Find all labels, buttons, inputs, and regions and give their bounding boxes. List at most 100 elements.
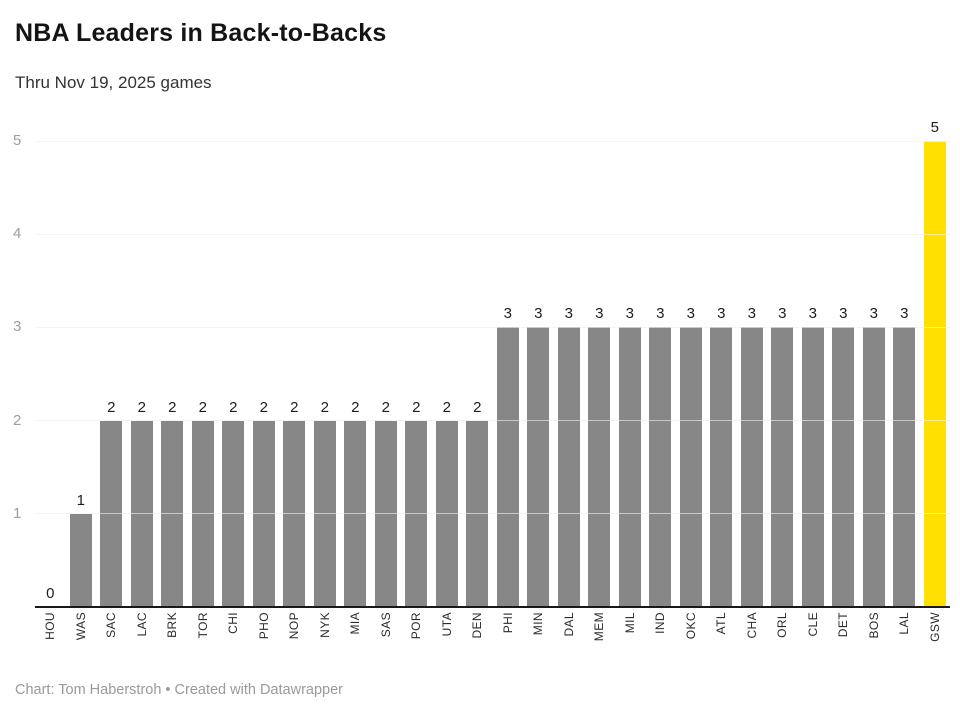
chart-bar-cha <box>740 327 763 607</box>
x-tick-nop: NOP <box>279 612 310 664</box>
bar-column-cha: 3 <box>737 141 768 607</box>
x-tick-uta: UTA <box>432 612 463 664</box>
bar-value-label: 2 <box>137 398 146 416</box>
plot-area: 0 1 2 2 2 2 2 2 2 2 2 2 2 2 2 3 3 3 3 3 3 3 3 3 3 3 3 3 3 5 <box>35 119 950 608</box>
x-tick-label: NYK <box>317 612 332 638</box>
y-tick-label: 3 <box>13 318 22 336</box>
bar-column-pho: 2 <box>249 141 280 607</box>
x-tick-por: POR <box>401 612 432 664</box>
bar-value-label: 2 <box>351 398 360 416</box>
chart-bar-lal <box>893 327 916 607</box>
x-tick-bos: BOS <box>859 612 890 664</box>
x-tick-label: BRK <box>165 612 180 638</box>
chart-subtitle: Thru Nov 19, 2025 games <box>15 73 212 92</box>
bar-column-hou: 0 <box>35 141 66 607</box>
chart-bar-orl <box>771 327 794 607</box>
x-tick-phi: PHI <box>493 612 524 664</box>
x-tick-label: DEN <box>470 612 485 639</box>
bar-column-tor: 2 <box>188 141 219 607</box>
bar-column-lac: 2 <box>127 141 158 607</box>
bar-column-min: 3 <box>523 141 554 607</box>
chart-bar-sac <box>100 420 123 607</box>
x-tick-chi: CHI <box>218 612 249 664</box>
bar-column-mil: 3 <box>615 141 646 607</box>
chart-bar-chi <box>222 420 245 607</box>
chart-bar-por <box>405 420 428 607</box>
bar-column-den: 2 <box>462 141 493 607</box>
bar-value-label: 0 <box>46 585 55 602</box>
x-tick-label: PHO <box>256 612 271 640</box>
x-tick-label: DET <box>836 612 851 638</box>
chart-credit: Chart: Tom Haberstroh • Created with Dat… <box>15 682 343 698</box>
chart-bar-was <box>69 513 92 607</box>
x-tick-label: BOS <box>866 612 881 639</box>
bar-column-sas: 2 <box>371 141 402 607</box>
chart-bar-gsw <box>923 141 946 607</box>
bar-column-orl: 3 <box>767 141 798 607</box>
x-tick-label: TOR <box>195 612 210 639</box>
x-axis-baseline <box>35 606 950 608</box>
bar-value-label: 3 <box>503 305 512 323</box>
bar-column-chi: 2 <box>218 141 249 607</box>
bar-value-label: 3 <box>595 305 604 323</box>
chart-bar-bos <box>862 327 885 607</box>
chart-bar-brk <box>161 420 184 607</box>
x-tick-sac: SAC <box>96 612 127 664</box>
x-tick-tor: TOR <box>188 612 219 664</box>
bar-value-label: 3 <box>656 305 665 323</box>
bar-value-label: 1 <box>76 491 85 509</box>
x-tick-label: LAC <box>134 612 149 637</box>
chart-bar-min <box>527 327 550 607</box>
bar-value-label: 3 <box>686 305 695 323</box>
x-tick-label: PHI <box>500 612 515 634</box>
x-tick-label: GSW <box>927 612 942 642</box>
bar-column-brk: 2 <box>157 141 188 607</box>
x-tick-label: CLE <box>805 612 820 637</box>
x-tick-sas: SAS <box>371 612 402 664</box>
y-tick-label: 5 <box>13 132 22 149</box>
bar-columns: 0 1 2 2 2 2 2 2 2 2 2 2 2 2 2 3 3 3 3 3 3 3 3 3 3 3 3 3 3 5 <box>35 119 950 607</box>
chart-bar-cle <box>801 327 824 607</box>
x-tick-was: WAS <box>66 612 97 664</box>
chart-bar-mem <box>588 327 611 607</box>
chart-bar-ind <box>649 327 672 607</box>
bar-value-label: 2 <box>290 398 299 416</box>
x-tick-det: DET <box>828 612 859 664</box>
x-tick-brk: BRK <box>157 612 188 664</box>
x-tick-label: HOU <box>43 612 58 640</box>
bar-value-label: 3 <box>778 305 787 323</box>
bar-value-label: 2 <box>107 398 116 416</box>
x-tick-label: UTA <box>439 612 454 637</box>
bar-value-label: 2 <box>229 398 238 416</box>
x-tick-label: WAS <box>73 612 88 641</box>
x-axis-labels: HOU WAS SAC LAC BRK TOR CHI PHO NOP NYK MIA SAS POR U… <box>35 612 950 664</box>
y-tick-label: 4 <box>13 225 22 243</box>
bar-value-label: 3 <box>869 305 878 323</box>
x-tick-label: MIN <box>531 612 546 636</box>
chart-bar-dal <box>557 327 580 607</box>
chart-bar-atl <box>710 327 733 607</box>
bar-value-label: 3 <box>900 305 909 323</box>
x-tick-label: ORL <box>775 612 790 638</box>
bar-value-label: 3 <box>625 305 634 323</box>
x-tick-nyk: NYK <box>310 612 341 664</box>
chart-bar-okc <box>679 327 702 607</box>
x-tick-den: DEN <box>462 612 493 664</box>
x-tick-mil: MIL <box>615 612 646 664</box>
x-tick-mem: MEM <box>584 612 615 664</box>
bar-column-nop: 2 <box>279 141 310 607</box>
bar-column-lal: 3 <box>889 141 920 607</box>
bar-value-label: 5 <box>930 119 939 136</box>
x-tick-label: MIA <box>348 612 363 635</box>
bar-value-label: 2 <box>442 398 451 416</box>
x-tick-hou: HOU <box>35 612 66 664</box>
chart-bar-det <box>832 327 855 607</box>
bar-column-was: 1 <box>66 141 97 607</box>
chart-bar-pho <box>252 420 275 607</box>
bar-column-dal: 3 <box>554 141 585 607</box>
x-tick-label: SAC <box>104 612 119 638</box>
x-tick-label: POR <box>409 612 424 640</box>
x-tick-min: MIN <box>523 612 554 664</box>
chart-bar-mia <box>344 420 367 607</box>
